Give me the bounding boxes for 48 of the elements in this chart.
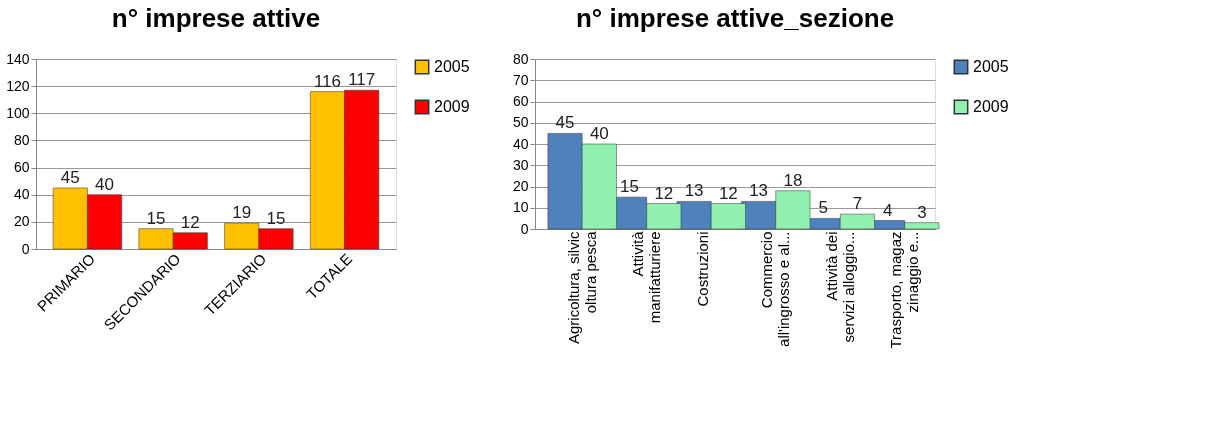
y-tick-label: 100 bbox=[6, 104, 30, 121]
y-tick-label: 10 bbox=[512, 199, 529, 216]
data-label: 45 bbox=[555, 113, 575, 133]
y-tick-label: 40 bbox=[13, 186, 30, 203]
y-tick-label: 70 bbox=[512, 71, 529, 88]
y-tick-label: 20 bbox=[13, 213, 30, 230]
y-tick-label: 20 bbox=[512, 178, 529, 194]
data-label: 45 bbox=[60, 167, 80, 187]
legend-label: 2005 bbox=[434, 58, 470, 75]
y-tick-label: 40 bbox=[512, 135, 529, 152]
data-label: 40 bbox=[95, 174, 115, 194]
y-tick-label: 80 bbox=[512, 50, 529, 67]
data-label: 18 bbox=[783, 170, 803, 190]
data-label: 15 bbox=[620, 177, 640, 197]
chart-title: n° imprese attive bbox=[111, 3, 321, 33]
y-tick-label: 0 bbox=[520, 220, 529, 237]
data-label: 116 bbox=[313, 71, 341, 91]
data-label: 19 bbox=[232, 203, 252, 223]
data-label: 12 bbox=[180, 212, 200, 232]
data-label: 15 bbox=[266, 208, 286, 228]
y-tick-label: 60 bbox=[512, 93, 529, 109]
data-label: 15 bbox=[146, 208, 166, 228]
legend-label: 2005 bbox=[973, 58, 1009, 75]
data-label: 40 bbox=[589, 124, 609, 143]
x-tick-label: Trasporto, magaz zinaggio e... bbox=[887, 231, 922, 349]
y-tick-label: 80 bbox=[13, 131, 30, 148]
x-tick-label: Commercio all'ingrosso e al... bbox=[758, 231, 793, 347]
data-label: 5 bbox=[818, 198, 828, 218]
legend-label: 2009 bbox=[973, 98, 1009, 115]
y-tick-label: 50 bbox=[512, 114, 529, 131]
x-tick-label: Agricoltura, silvic oltura pesca bbox=[564, 230, 599, 345]
y-tick-label: 140 bbox=[6, 50, 30, 67]
y-tick-label: 30 bbox=[512, 156, 529, 173]
chart-title: n° imprese attive_sezione bbox=[575, 3, 895, 33]
x-tick-label: Costruzioni bbox=[693, 231, 711, 307]
x-tick-label: Attività dei servizi alloggio... bbox=[822, 231, 857, 343]
y-tick-label: 120 bbox=[6, 77, 30, 94]
data-label: 117 bbox=[348, 70, 376, 90]
y-tick-label: 60 bbox=[13, 159, 30, 176]
data-label: 12 bbox=[718, 183, 738, 203]
legend-label: 2009 bbox=[434, 98, 470, 115]
data-label: 13 bbox=[749, 181, 769, 201]
data-label: 13 bbox=[684, 181, 704, 201]
data-label: 7 bbox=[852, 194, 863, 214]
data-label: 3 bbox=[917, 202, 927, 222]
data-label: 12 bbox=[654, 183, 674, 203]
data-label: 4 bbox=[882, 200, 893, 220]
y-tick-label: 0 bbox=[21, 240, 30, 257]
